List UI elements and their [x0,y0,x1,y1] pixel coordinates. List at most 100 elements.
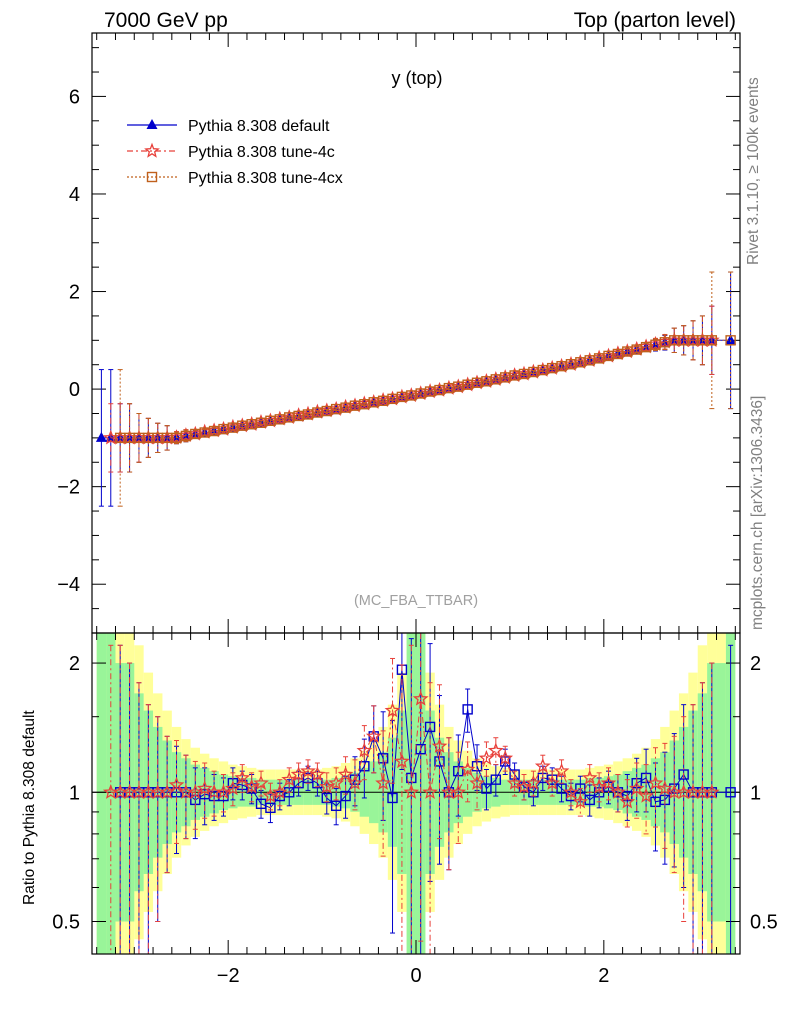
ratio-data-point [563,784,579,799]
ratio-data-point [609,784,626,799]
inner-band-bin [106,633,116,954]
main-series-tune4c [102,305,720,473]
ratio-data-point [234,769,251,785]
ratio-data-point [168,776,185,792]
ratio-data-point [265,802,276,814]
y-tick-label: 4 [69,184,80,206]
ratio-data-point [638,787,655,803]
ratio-data-point [450,784,467,799]
ratio-data-point [215,784,232,799]
ratio-data-point [628,780,645,796]
x-tick-label: −2 [217,965,240,987]
ratio-data-point [525,774,542,790]
ratio-y-tick-label: 1 [69,782,80,804]
ratio-data-point [403,784,420,799]
ratio-data-point [431,738,448,753]
ratio-plot-frame [91,632,741,955]
y-tick-label: 2 [69,282,80,304]
data-series [95,271,737,955]
ratio-y-tick-label-right: 0.5 [750,911,778,933]
main-series-tune4cx [114,271,736,507]
ratio-data-point [581,769,598,785]
ratio-data-point [497,750,514,766]
ratio-data-point [591,778,608,794]
main-data-point [725,334,737,345]
ratio-data-point [318,778,335,794]
ratio-data-point [487,742,504,758]
ratio-data-point [424,721,436,733]
ratio-data-point [159,784,176,799]
y-tick-label: 6 [69,86,80,108]
legend: Pythia 8.308 default Pythia 8.308 tune-4c… [127,118,343,187]
ratio-data-point [309,766,326,782]
ratio-data-point [321,792,332,804]
ratio-data-point [387,792,398,804]
analysis-watermark: (MC_FBA_TTBAR) [354,593,478,609]
ratio-data-point [243,778,260,794]
ratio-data-point [196,780,213,796]
ratio-data-point [516,778,532,794]
ratio-data-point [225,780,241,796]
ratio-data-point [462,704,473,715]
ratio-data-point [340,790,351,802]
header-left-label: 7000 GeV pp [104,9,228,32]
ratio-data-point [553,762,570,778]
ratio-data-point [459,761,476,777]
tick-labels: −2 0 2 −4 −2 0 2 4 6 0.5 0.5 1 1 2 2 [52,86,778,987]
ratio-data-point [725,787,736,798]
ratio-data-point [365,727,382,744]
ratio-data-point [572,793,589,809]
ratio-data-point [271,784,288,799]
y-tick-label: −2 [57,477,80,499]
legend-label: Pythia 8.308 tune-4cx [188,170,343,187]
ratio-data-point [300,762,316,778]
header-right-label: Top (parton level) [573,9,736,32]
y-tick-label: −4 [57,574,80,596]
ratio-data-point [657,780,673,796]
legend-label: Pythia 8.308 tune-4c [188,144,335,161]
ratio-data-point [290,766,307,782]
ratio-data-point [246,783,257,794]
ratio-data-point [481,783,492,794]
legend-marker [144,142,160,158]
ratio-data-point [253,774,269,790]
ratio-y-tick-label: 2 [69,653,80,675]
ratio-data-point [415,743,426,755]
ratio-data-point [469,774,485,790]
ratio-y-tick-label: 0.5 [52,911,80,933]
ratio-data-point [187,784,204,799]
ratio-data-point [347,774,363,790]
ratio-data-point [678,769,689,780]
main-data-point [706,335,718,346]
ratio-data-point [478,750,495,766]
ratio-data-point [281,771,298,787]
x-tick-label: 2 [598,965,609,987]
main-data-point [95,431,107,442]
legend-label: Pythia 8.308 default [188,118,330,135]
x-tick-label: 0 [410,965,421,987]
plot-title: y (top) [391,68,442,88]
legend-marker [146,171,158,183]
ratio-data-point [556,783,567,794]
ratio-data-point [393,753,410,769]
inner-band-bin [96,633,107,954]
axis-ticks [92,33,740,954]
ratio-data-point [703,784,720,799]
ratio-data-point [544,774,561,790]
main-data-point [725,335,736,346]
ratio-data-point [647,774,664,790]
y-tick-label: 0 [69,379,80,401]
ratio-y-tick-label-right: 2 [750,653,761,675]
ratio-data-point [422,784,439,799]
ratio-data-point [375,774,391,790]
ratio-data-point [412,690,429,706]
ratio-data-point [600,774,617,790]
ratio-data-point [509,769,520,780]
ratio-y-tick-label-right: 1 [750,782,761,804]
ratio-data-point [337,766,354,782]
ratio-data-point [262,787,279,803]
ratio-data-point [330,800,342,812]
ratio-data-point [619,793,636,809]
legend-marker [146,119,158,129]
